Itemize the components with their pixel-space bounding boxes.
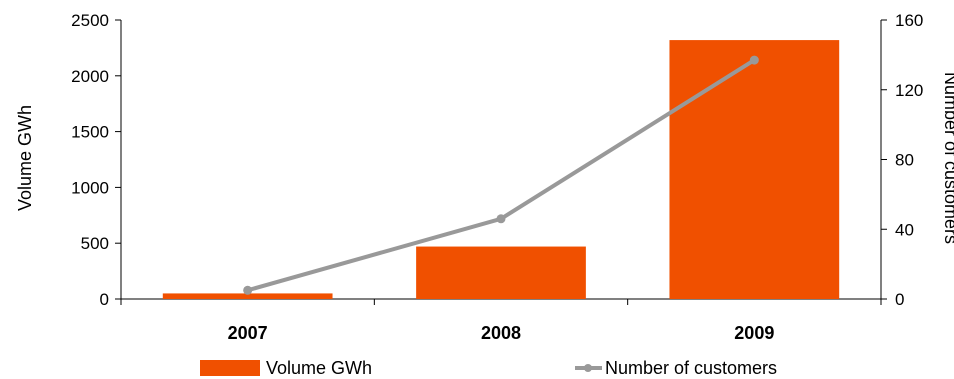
left-tick-label: 1000 <box>71 178 109 197</box>
left-tick-label: 2500 <box>71 11 109 30</box>
bar-volume-2007 <box>162 293 333 299</box>
bar-series <box>162 40 840 299</box>
right-axis-title: Number of customers <box>941 72 954 244</box>
right-tick-label: 0 <box>895 290 904 309</box>
right-y-axis: 0 40 80 120 160 <box>880 11 923 309</box>
x-axis: 2007 2008 2009 <box>120 298 882 343</box>
left-tick-label: 0 <box>100 290 109 309</box>
legend-label-volume: Volume GWh <box>266 358 372 378</box>
point-customers-2009 <box>749 55 759 65</box>
bar-volume-2009 <box>669 40 840 299</box>
legend: Volume GWh Number of customers <box>200 358 777 378</box>
legend-label-customers: Number of customers <box>605 358 777 378</box>
left-tick-label: 1500 <box>71 123 109 142</box>
left-y-axis: 0 500 1000 1500 2000 2500 <box>71 11 122 309</box>
right-tick-label: 80 <box>895 151 914 170</box>
right-tick-label: 160 <box>895 11 923 30</box>
left-axis-title: Volume GWh <box>15 105 35 211</box>
left-tick-label: 500 <box>81 234 109 253</box>
point-customers-2007 <box>243 285 253 295</box>
bar-volume-2008 <box>416 246 586 299</box>
x-category-label: 2008 <box>481 323 521 343</box>
x-category-label: 2009 <box>734 323 774 343</box>
right-tick-label: 120 <box>895 81 923 100</box>
legend-swatch-volume <box>200 360 260 376</box>
legend-marker-customers <box>584 364 592 372</box>
left-tick-label: 2000 <box>71 67 109 86</box>
x-category-label: 2007 <box>228 323 268 343</box>
point-customers-2008 <box>496 214 506 224</box>
line-series <box>243 55 759 295</box>
right-tick-label: 40 <box>895 220 914 239</box>
